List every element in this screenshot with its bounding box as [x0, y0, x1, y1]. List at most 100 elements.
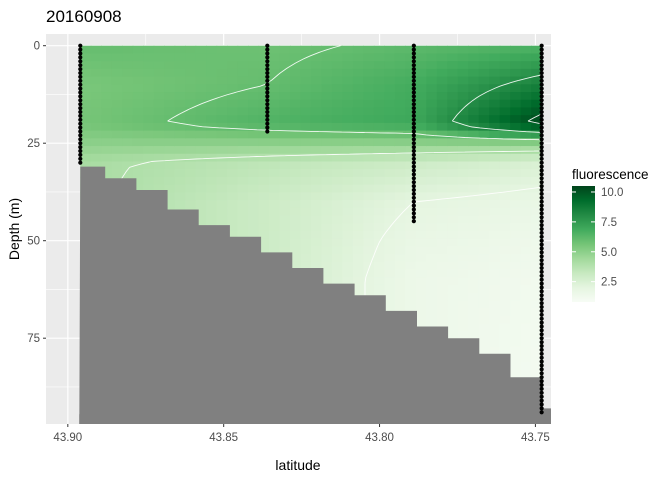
field-cell [499, 346, 511, 356]
field-cell [331, 84, 344, 93]
field-cell [143, 45, 155, 55]
field-cell [321, 76, 333, 85]
field-cell [489, 122, 501, 132]
field-cell [510, 223, 522, 232]
field-cell [289, 53, 302, 62]
field-cell [394, 153, 406, 163]
field-cell [289, 107, 302, 116]
field-cell [195, 45, 207, 55]
field-cell [300, 161, 312, 170]
field-cell [331, 215, 344, 224]
field-cell [426, 169, 438, 178]
field-cell [373, 68, 385, 78]
field-cell [489, 176, 501, 186]
field-cell [185, 176, 197, 186]
field-cell [300, 61, 312, 70]
field-cell [80, 130, 92, 139]
field-cell [331, 153, 344, 163]
field-cell [447, 153, 459, 163]
field-cell [90, 138, 102, 147]
field-cell [206, 68, 218, 78]
field-cell [352, 261, 364, 271]
field-cell [300, 223, 312, 232]
sample-point [78, 129, 83, 134]
field-cell [520, 130, 532, 139]
field-cell [321, 246, 333, 255]
field-cell [415, 261, 427, 271]
field-cell [363, 284, 375, 294]
sample-point [539, 168, 544, 173]
field-cell [468, 107, 480, 116]
field-cell [195, 61, 207, 70]
field-cell [101, 61, 113, 70]
field-cell [457, 45, 469, 55]
field-cell [342, 215, 354, 224]
field-cell [384, 200, 396, 209]
field-cell [531, 176, 543, 186]
field-cell [531, 68, 543, 78]
sample-point [78, 70, 83, 76]
field-cell [489, 215, 501, 224]
field-cell [457, 169, 469, 178]
field-cell [373, 84, 385, 93]
field-cell [436, 292, 448, 302]
field-cell [132, 184, 144, 193]
field-cell [373, 215, 385, 224]
field-cell [531, 362, 543, 371]
sample-point [411, 207, 416, 212]
sample-point [78, 78, 83, 83]
field-cell [342, 76, 354, 85]
field-cell [195, 200, 207, 209]
field-cell [216, 169, 228, 178]
field-cell [415, 284, 427, 294]
sample-point [539, 106, 544, 111]
field-cell [457, 107, 469, 116]
sample-point [78, 51, 83, 56]
field-cell [206, 115, 218, 124]
field-cell [394, 284, 406, 294]
field-cell [520, 76, 532, 85]
field-cell [499, 230, 511, 240]
field-cell [447, 300, 459, 309]
field-cell [289, 45, 302, 55]
sample-point [539, 67, 544, 72]
field-cell [363, 153, 375, 163]
field-cell [153, 92, 165, 101]
sample-point [78, 102, 83, 107]
field-cell [153, 122, 165, 132]
field-cell [80, 146, 92, 155]
sample-point [78, 90, 83, 95]
field-cell [468, 300, 480, 309]
field-cell [310, 192, 323, 201]
field-cell [279, 215, 291, 224]
field-cell [258, 130, 270, 139]
field-cell [384, 238, 396, 247]
field-cell [206, 169, 218, 178]
field-cell [489, 92, 501, 101]
field-cell [415, 300, 427, 309]
field-cell [447, 331, 459, 340]
field-cell [510, 315, 522, 325]
sample-point [411, 78, 416, 83]
legend-tick-label: 5.0 [601, 247, 617, 259]
field-cell [237, 223, 249, 232]
sample-point [78, 59, 83, 64]
field-cell [499, 130, 511, 139]
sample-point [539, 398, 544, 403]
field-cell [510, 138, 522, 147]
field-cell [436, 207, 448, 217]
sample-point [265, 90, 270, 95]
field-cell [457, 323, 469, 332]
field-cell [415, 153, 427, 163]
field-cell [468, 331, 480, 340]
field-cell [468, 176, 480, 186]
sample-point [539, 273, 544, 278]
field-cell [478, 315, 490, 325]
field-cell [111, 84, 123, 93]
field-cell [331, 122, 344, 132]
field-cell [111, 107, 123, 116]
sample-point [265, 102, 270, 107]
field-cell [447, 138, 459, 147]
field-cell [363, 176, 375, 186]
field-cell [405, 153, 417, 163]
